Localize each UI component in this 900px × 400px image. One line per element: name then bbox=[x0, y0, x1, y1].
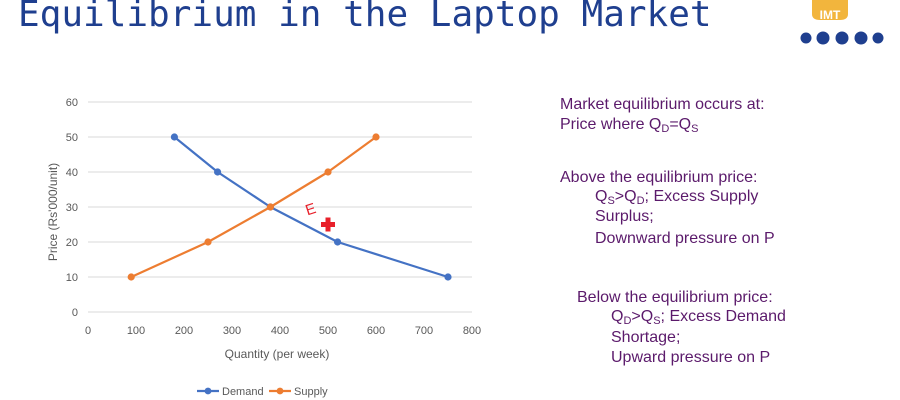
x-tick-label: 400 bbox=[271, 325, 289, 337]
chart-series bbox=[127, 133, 452, 281]
demand-point bbox=[334, 238, 342, 246]
y-tick-label: 60 bbox=[66, 97, 78, 109]
y-tick-label: 30 bbox=[66, 202, 78, 214]
supply-point bbox=[204, 238, 212, 246]
x-tick-label: 100 bbox=[127, 325, 145, 337]
x-tick-label: 500 bbox=[319, 325, 337, 337]
legend-supply-label: Supply bbox=[294, 386, 328, 398]
x-tick-label: 700 bbox=[415, 325, 433, 337]
supply-point bbox=[324, 168, 332, 176]
logo-dot-5 bbox=[872, 32, 884, 44]
logo-dot-4 bbox=[854, 31, 868, 45]
equilibrium-label: E bbox=[303, 200, 318, 219]
x-tick-label: 200 bbox=[175, 325, 193, 337]
equilibrium-marker bbox=[321, 217, 335, 232]
marker-plus-v bbox=[325, 217, 331, 232]
supply-point bbox=[266, 203, 274, 211]
note-above-heading: Above the equilibrium price: bbox=[560, 169, 758, 186]
legend-supply-marker bbox=[276, 387, 284, 395]
imt-logo bbox=[800, 0, 884, 45]
x-tick-label: 300 bbox=[223, 325, 241, 337]
x-axis-label: Quantity (per week) bbox=[225, 347, 330, 361]
x-tick-label: 600 bbox=[367, 325, 385, 337]
note-equilibrium-condition: Price where QD=QS bbox=[560, 116, 699, 135]
note-above-surplus: Surplus; bbox=[595, 208, 654, 225]
y-tick-label: 20 bbox=[66, 237, 78, 249]
y-axis-label: Price (Rs'000/unit) bbox=[46, 163, 60, 261]
demand-point bbox=[170, 133, 178, 141]
note-above-condition: QS>QD; Excess Supply bbox=[595, 188, 759, 207]
y-tick-label: 40 bbox=[66, 167, 78, 179]
x-tick-label: 800 bbox=[463, 325, 481, 337]
note-below-shortage: Shortage; bbox=[611, 329, 681, 346]
logo-dot-1 bbox=[800, 32, 812, 44]
y-tick-label: 0 bbox=[72, 307, 78, 319]
note-equilibrium-heading: Market equilibrium occurs at: bbox=[560, 96, 765, 113]
note-below-heading: Below the equilibrium price: bbox=[577, 289, 773, 306]
chart-annotations: E bbox=[303, 200, 335, 232]
logo-emblem bbox=[812, 0, 848, 20]
demand-point bbox=[214, 168, 222, 176]
y-tick-label: 10 bbox=[66, 272, 78, 284]
legend-demand-label: Demand bbox=[222, 386, 264, 398]
logo-dot-2 bbox=[816, 31, 830, 45]
x-tick-label: 0 bbox=[85, 325, 91, 337]
legend-demand-marker bbox=[204, 387, 212, 395]
note-above-pressure: Downward pressure on P bbox=[595, 230, 775, 247]
chart-legend: Demand Supply bbox=[197, 386, 328, 398]
y-tick-label: 50 bbox=[66, 132, 78, 144]
demand-point bbox=[444, 273, 452, 281]
slide-title: Equilibrium in the Laptop Market bbox=[18, 0, 712, 35]
supply-point bbox=[127, 273, 135, 281]
logo-dot-3 bbox=[835, 31, 849, 45]
note-below-pressure: Upward pressure on P bbox=[611, 349, 771, 366]
note-below-condition: QD>QS; Excess Demand bbox=[611, 308, 786, 327]
logo-text: IMT bbox=[819, 8, 841, 22]
supply-point bbox=[372, 133, 380, 141]
chart-gridlines bbox=[88, 101, 472, 313]
